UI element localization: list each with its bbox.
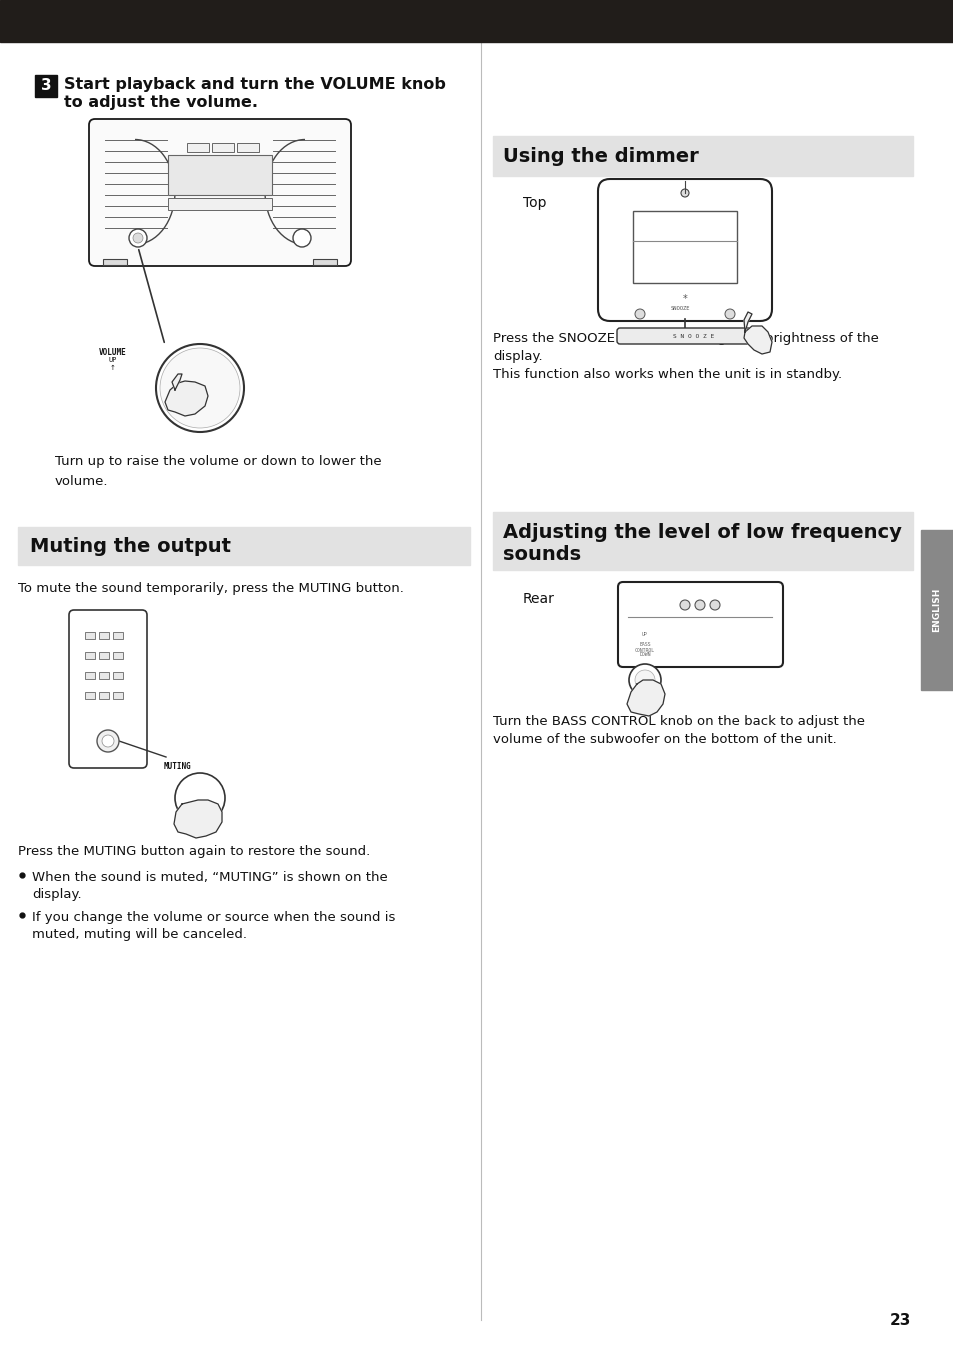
Text: Muting the output: Muting the output xyxy=(30,537,231,555)
Text: Using the dimmer: Using the dimmer xyxy=(502,147,698,166)
Polygon shape xyxy=(743,326,771,355)
Bar xyxy=(212,143,233,152)
Text: To mute the sound temporarily, press the MUTING button.: To mute the sound temporarily, press the… xyxy=(18,582,403,594)
Circle shape xyxy=(156,344,244,431)
Text: If you change the volume or source when the sound is: If you change the volume or source when … xyxy=(32,911,395,923)
FancyBboxPatch shape xyxy=(69,611,147,768)
Text: S N O O Z E: S N O O Z E xyxy=(672,333,714,338)
Circle shape xyxy=(695,600,704,611)
Circle shape xyxy=(132,233,143,243)
Text: VOLUME: VOLUME xyxy=(99,348,127,357)
Text: BASS
CONTROL: BASS CONTROL xyxy=(635,642,655,652)
Bar xyxy=(187,143,209,152)
Text: volume of the subwoofer on the bottom of the unit.: volume of the subwoofer on the bottom of… xyxy=(493,733,836,745)
Text: Top: Top xyxy=(522,195,546,210)
FancyBboxPatch shape xyxy=(598,179,771,321)
Text: Press the MUTING button again to restore the sound.: Press the MUTING button again to restore… xyxy=(18,845,370,857)
Circle shape xyxy=(680,189,688,197)
Circle shape xyxy=(174,772,225,824)
Bar xyxy=(103,259,127,266)
Text: Press the SNOOZE button to change the brightness of the: Press the SNOOZE button to change the br… xyxy=(493,332,878,345)
Text: SNOOZE: SNOOZE xyxy=(670,306,689,311)
Text: MUTING: MUTING xyxy=(164,762,192,771)
Bar xyxy=(99,652,109,659)
Text: Turn up to raise the volume or down to lower the
volume.: Turn up to raise the volume or down to l… xyxy=(55,456,381,488)
Bar xyxy=(35,75,57,97)
Bar xyxy=(920,530,953,690)
Text: This function also works when the unit is in standby.: This function also works when the unit i… xyxy=(493,368,841,381)
Bar xyxy=(168,198,272,210)
Text: UP: UP xyxy=(109,357,117,363)
Text: *: * xyxy=(682,294,687,305)
Circle shape xyxy=(635,670,655,690)
Text: When the sound is muted, “MUTING” is shown on the: When the sound is muted, “MUTING” is sho… xyxy=(32,871,387,884)
Text: Turn the BASS CONTROL knob on the back to adjust the: Turn the BASS CONTROL knob on the back t… xyxy=(493,714,864,728)
Bar xyxy=(85,632,95,639)
Circle shape xyxy=(724,309,734,319)
Circle shape xyxy=(102,735,113,747)
Text: DOWN: DOWN xyxy=(639,652,650,656)
Bar xyxy=(112,673,123,679)
Text: sounds: sounds xyxy=(502,545,580,563)
Text: ↑: ↑ xyxy=(110,365,116,371)
Text: Start playback and turn the VOLUME knob: Start playback and turn the VOLUME knob xyxy=(64,77,445,92)
Bar xyxy=(633,212,737,283)
Bar xyxy=(112,632,123,639)
Text: Rear: Rear xyxy=(522,592,555,607)
Circle shape xyxy=(679,600,689,611)
Circle shape xyxy=(293,229,311,247)
FancyBboxPatch shape xyxy=(617,328,752,344)
Bar xyxy=(99,632,109,639)
Circle shape xyxy=(97,731,119,752)
Text: 23: 23 xyxy=(888,1313,910,1328)
Circle shape xyxy=(709,600,720,611)
Polygon shape xyxy=(173,799,222,838)
Text: muted, muting will be canceled.: muted, muting will be canceled. xyxy=(32,927,247,941)
Text: ENGLISH: ENGLISH xyxy=(931,588,941,632)
Polygon shape xyxy=(743,311,751,332)
Bar xyxy=(112,692,123,700)
Bar xyxy=(99,673,109,679)
Bar xyxy=(0,0,953,42)
Circle shape xyxy=(628,665,660,696)
Polygon shape xyxy=(172,373,182,390)
Bar xyxy=(493,136,912,177)
Polygon shape xyxy=(626,679,664,716)
Text: UP: UP xyxy=(641,632,647,638)
Bar xyxy=(85,652,95,659)
Bar xyxy=(85,673,95,679)
Polygon shape xyxy=(165,381,208,417)
FancyBboxPatch shape xyxy=(89,119,351,266)
Text: 3: 3 xyxy=(41,78,51,93)
Bar xyxy=(168,155,272,195)
FancyBboxPatch shape xyxy=(618,582,782,667)
Bar xyxy=(313,259,336,266)
Text: to adjust the volume.: to adjust the volume. xyxy=(64,94,257,111)
Bar xyxy=(18,527,470,565)
Circle shape xyxy=(129,229,147,247)
Circle shape xyxy=(160,348,240,429)
Bar xyxy=(112,652,123,659)
Bar xyxy=(85,692,95,700)
Circle shape xyxy=(635,309,644,319)
Bar xyxy=(493,512,912,570)
Text: display.: display. xyxy=(493,350,542,363)
Text: Adjusting the level of low frequency: Adjusting the level of low frequency xyxy=(502,523,901,542)
Bar xyxy=(99,692,109,700)
Bar xyxy=(236,143,258,152)
Text: display.: display. xyxy=(32,888,82,900)
